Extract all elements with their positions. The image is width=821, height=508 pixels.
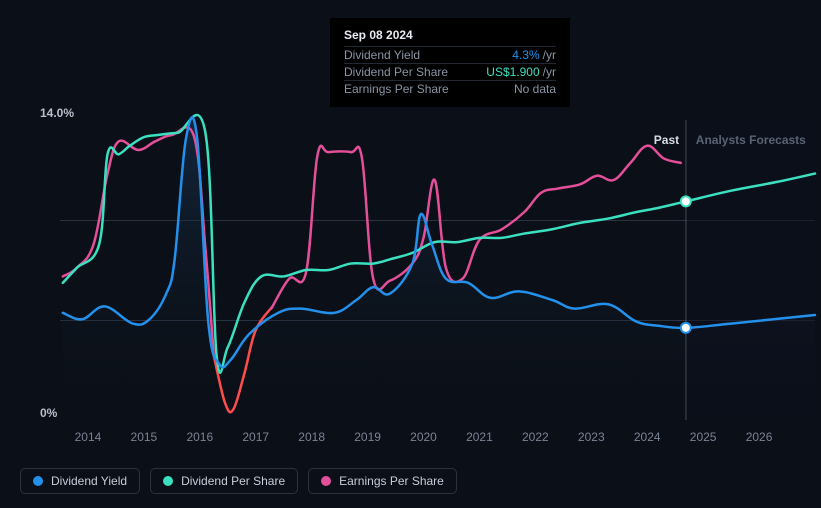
legend-dot-icon xyxy=(163,476,173,486)
tooltip-row-value: US$1.900/yr xyxy=(486,65,556,79)
legend-dot-icon xyxy=(321,476,331,486)
x-axis-tick: 2016 xyxy=(186,430,213,444)
legend-dot-icon xyxy=(33,476,43,486)
tooltip-row-value: 4.3%/yr xyxy=(512,48,556,62)
x-axis-tick: 2026 xyxy=(746,430,773,444)
x-axis-tick: 2023 xyxy=(578,430,605,444)
legend-item-label: Dividend Per Share xyxy=(181,474,285,488)
x-axis-tick: 2014 xyxy=(75,430,102,444)
x-axis-tick: 2022 xyxy=(522,430,549,444)
legend-item-label: Earnings Per Share xyxy=(339,474,444,488)
chart-plot-area[interactable] xyxy=(60,120,815,420)
x-axis-tick: 2018 xyxy=(298,430,325,444)
x-axis-tick: 2020 xyxy=(410,430,437,444)
earnings-per-share-line xyxy=(271,146,681,309)
y-axis-label: 0% xyxy=(40,406,57,420)
legend-item-dividend-yield[interactable]: Dividend Yield xyxy=(20,468,140,494)
x-axis-tick: 2021 xyxy=(466,430,493,444)
tooltip-row-label: Dividend Yield xyxy=(344,48,420,62)
legend-item-earnings-per-share[interactable]: Earnings Per Share xyxy=(308,468,457,494)
chart-legend: Dividend Yield Dividend Per Share Earnings… xyxy=(20,468,457,494)
legend-item-dividend-per-share[interactable]: Dividend Per Share xyxy=(150,468,298,494)
y-axis-label: 14.0% xyxy=(40,106,74,120)
tooltip-date: Sep 08 2024 xyxy=(344,26,556,46)
legend-item-label: Dividend Yield xyxy=(51,474,127,488)
tooltip-row: Dividend Per Share US$1.900/yr xyxy=(344,63,556,80)
tooltip-row-label: Dividend Per Share xyxy=(344,65,448,79)
x-axis-tick: 2015 xyxy=(131,430,158,444)
x-axis-tick: 2025 xyxy=(690,430,717,444)
x-axis-tick: 2024 xyxy=(634,430,661,444)
x-axis-tick: 2017 xyxy=(242,430,269,444)
dividend-yield-marker xyxy=(681,323,691,333)
x-axis-tick: 2019 xyxy=(354,430,381,444)
dividend-yield-area xyxy=(63,117,815,420)
x-axis-labels: 2014 2015 2016 2017 2018 2019 2020 2021 2022 2023… xyxy=(60,430,815,450)
chart-tooltip: Sep 08 2024 Dividend Yield4.3%/yrDividen… xyxy=(330,18,570,107)
tooltip-row-value: No data xyxy=(514,82,556,96)
tooltip-row: Earnings Per Share No data xyxy=(344,80,556,97)
dividend-per-share-marker xyxy=(681,196,691,206)
tooltip-row: Dividend Yield 4.3%/yr xyxy=(344,46,556,63)
tooltip-row-label: Earnings Per Share xyxy=(344,82,449,96)
